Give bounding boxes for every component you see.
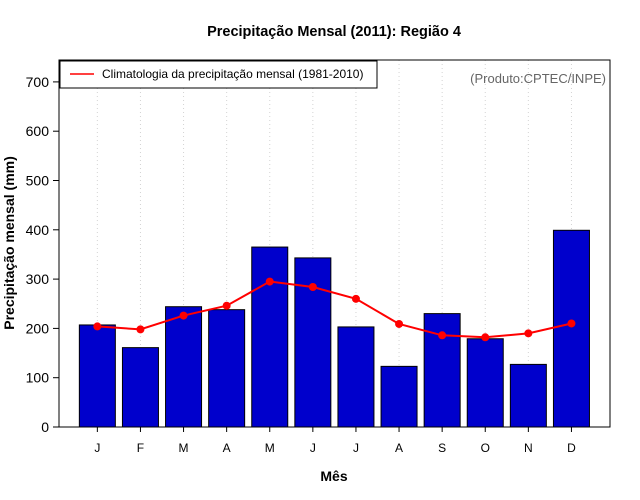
climatology-point-4 [222,301,231,310]
climatology-point-8 [395,319,404,328]
y-tick-label: 0 [41,419,49,435]
y-tick-label: 600 [26,123,50,139]
bar-series [78,229,590,428]
x-tick-label: J [353,441,359,455]
x-tick-label: D [567,441,576,455]
y-tick-label: 200 [26,320,50,336]
climatology-point-7 [351,294,360,303]
bar-2 [121,347,159,428]
legend: Climatologia da precipitação mensal (198… [59,60,378,89]
y-axis-label: Precipitação mensal (mm) [1,156,17,330]
bar-5 [251,246,289,428]
climatology-point-3 [179,311,188,320]
climatology-point-12 [567,319,576,328]
x-tick-label: M [179,441,189,455]
climatology-point-5 [265,277,274,286]
y-tick-label: 400 [26,222,50,238]
climatology-point-2 [136,325,145,334]
climatology-point-1 [93,322,102,331]
climatology-line [97,280,572,339]
chart-title: Precipitação Mensal (2011): Região 4 [207,24,461,40]
bar-12 [552,229,590,428]
climatology-point-6 [308,282,317,291]
climatology-series [93,277,576,342]
bar-3 [165,306,203,428]
climatology-point-9 [438,331,447,340]
bar-9 [423,313,461,428]
legend-label: Climatologia da precipitação mensal (198… [102,67,363,81]
credit-annotation: (Produto:CPTEC/INPE) [470,71,606,86]
x-tick-label: M [265,441,275,455]
bar-4 [208,309,246,428]
x-tick-label: A [223,441,231,455]
x-tick-label: A [395,441,403,455]
x-tick-label: F [137,441,144,455]
y-tick-label: 300 [26,271,50,287]
x-tick-label: J [94,441,100,455]
plot-frame [58,59,611,428]
x-tick-label: S [438,441,446,455]
y-axis: 0 100 200 300 400 500 600 700 [26,74,59,435]
x-axis-label: Mês [320,468,347,484]
x-tick-label: O [481,441,490,455]
climatology-point-10 [481,333,490,342]
bar-11 [509,363,547,428]
bar-8 [380,365,418,428]
bar-1 [78,324,116,428]
x-tick-label: N [524,441,533,455]
bar-10 [466,338,504,428]
climatology-point-11 [524,329,533,338]
bar-7 [337,326,375,428]
y-tick-label: 100 [26,370,50,386]
x-tick-label: J [310,441,316,455]
y-tick-label: 500 [26,173,50,189]
legend-box [59,60,378,89]
y-tick-label: 700 [26,74,50,90]
